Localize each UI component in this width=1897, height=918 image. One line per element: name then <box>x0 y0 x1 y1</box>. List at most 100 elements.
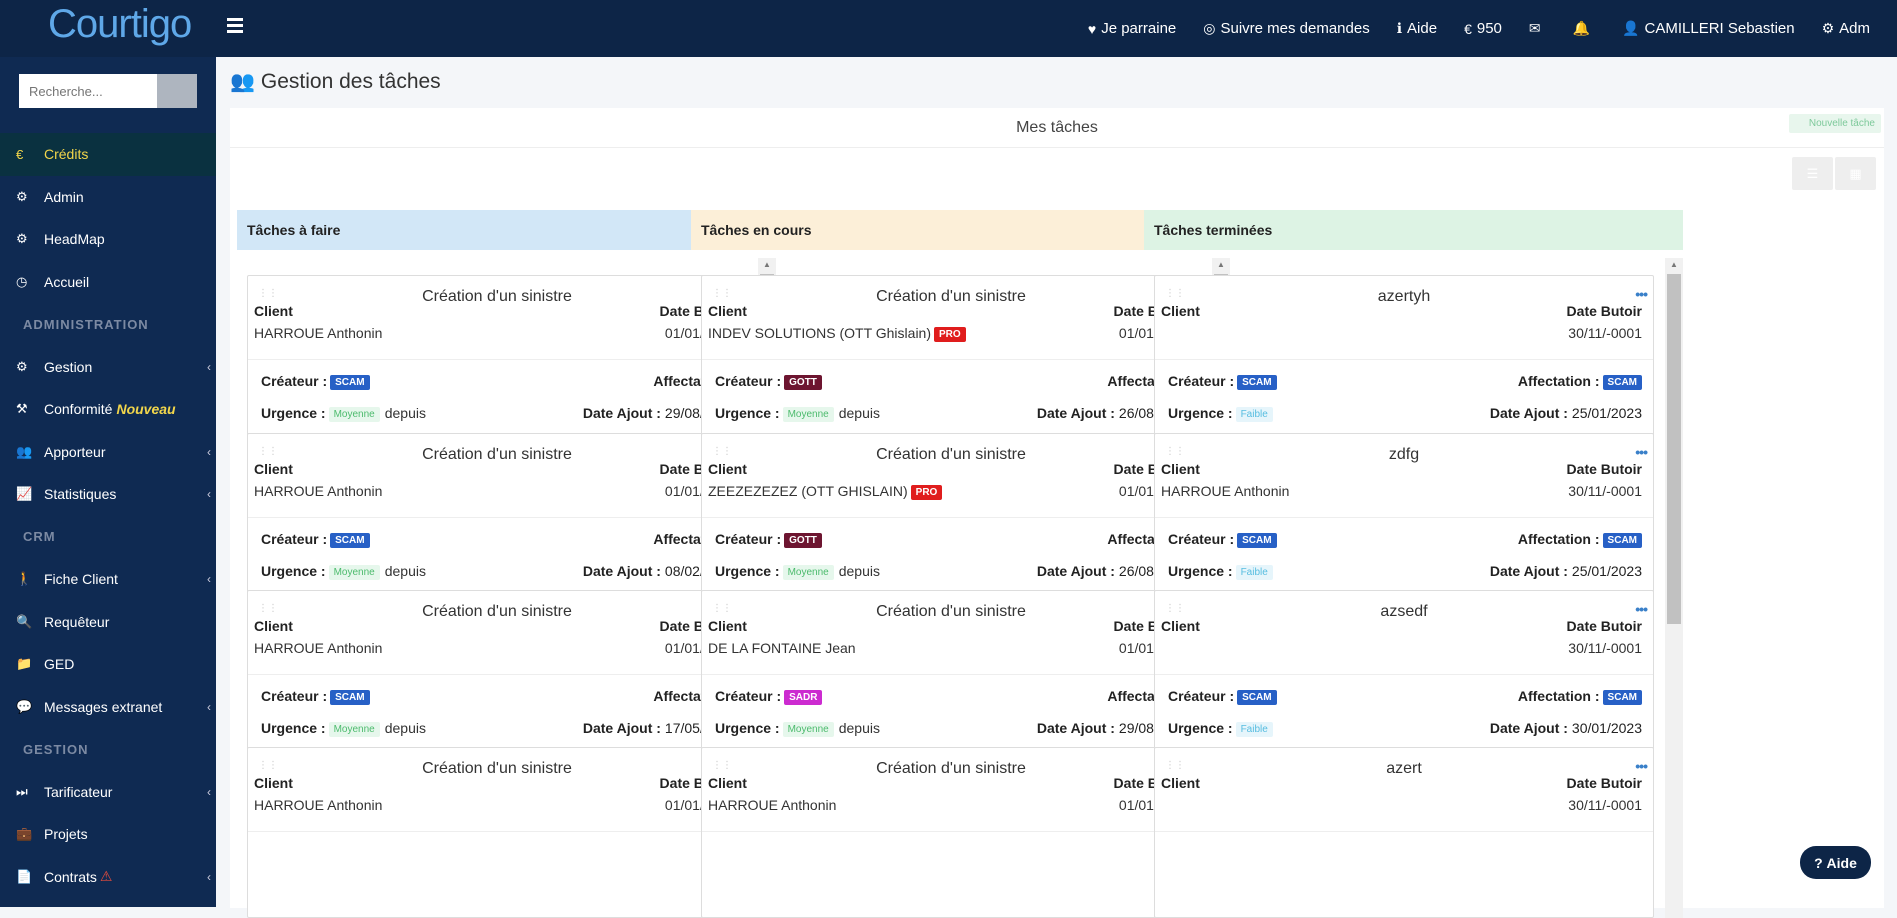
affectation-field: Affectation : SCAM <box>1518 688 1642 705</box>
topnav-item-bell[interactable]: 🔔 <box>1573 20 1595 37</box>
client-name-text: INDEV SOLUTIONS (OTT Ghislain) <box>708 325 932 341</box>
drag-handle-icon[interactable]: ⋮⋮ <box>712 603 732 614</box>
topnav-item-suivre-mes-demandes[interactable]: ◎ Suivre mes demandes <box>1203 20 1369 37</box>
topnav-item-envelope[interactable]: ✉ <box>1529 20 1546 37</box>
card-divider <box>702 831 1200 832</box>
card-divider <box>1155 517 1653 518</box>
grid-view-button[interactable]: ▦ <box>1835 157 1876 190</box>
client-name-text: HARROUE Anthonin <box>708 797 837 813</box>
task-card[interactable]: ⋮⋮ azertyh ••• Client Date Butoir 30/11/-0001… <box>1154 275 1654 446</box>
menu-toggle-icon[interactable] <box>227 18 243 36</box>
search-button[interactable] <box>157 74 197 108</box>
drag-handle-icon[interactable]: ⋮⋮ <box>1165 760 1185 771</box>
sidebar-item-projets[interactable]: 💼 Projets <box>0 813 216 856</box>
urgence-badge: Moyenne <box>328 564 380 580</box>
sidebar-item-apporteur[interactable]: 👥 Apporteur ‹ <box>0 431 216 474</box>
client-label: Client <box>708 461 747 477</box>
more-options-icon[interactable]: ••• <box>1635 601 1648 617</box>
gavel-icon: ⚒ <box>16 401 28 417</box>
sidebar-item-accueil[interactable]: ◷ Accueil <box>0 261 216 304</box>
drag-handle-icon[interactable]: ⋮⋮ <box>712 760 732 771</box>
client-label: Client <box>708 303 747 319</box>
app-logo[interactable]: Courtigo <box>48 2 192 46</box>
createur-field: Créateur : GOTT <box>715 531 822 548</box>
date-ajout-label: Date Ajout : <box>1489 405 1568 421</box>
client-name-text: HARROUE Anthonin <box>254 483 383 499</box>
urgence-label: Urgence : <box>715 720 780 736</box>
topnav-item-950[interactable]: €950 <box>1464 20 1502 37</box>
sidebar-item-ged[interactable]: 📁 GED <box>0 643 216 686</box>
createur-label: Créateur : <box>261 531 328 547</box>
more-options-icon[interactable]: ••• <box>1635 444 1648 460</box>
sidebar-item-admin[interactable]: ⚙ Admin <box>0 176 216 219</box>
column-scrollbar[interactable]: ▲ <box>1665 258 1683 918</box>
scroll-up-arrow-icon[interactable]: ▲ <box>1217 260 1225 269</box>
date-ajout-label: Date Ajout : <box>1036 405 1115 421</box>
task-name: zdfg <box>1388 446 1420 463</box>
list-view-button[interactable]: ☰ <box>1792 157 1833 190</box>
task-name: azert <box>1386 760 1422 777</box>
info-icon: ℹ <box>1396 20 1403 36</box>
task-card[interactable]: ⋮⋮ azsedf ••• Client Date Butoir 30/11/-0001 C… <box>1154 590 1654 761</box>
client-name: HARROUE Anthonin <box>254 640 382 656</box>
urgence-label: Urgence : <box>715 405 780 421</box>
sidebar-item-requeteur[interactable]: 🔍 Requêteur <box>0 601 216 644</box>
sidebar-item-messages-extranet[interactable]: 💬 Messages extranet ‹ <box>0 686 216 729</box>
card-divider <box>248 359 746 360</box>
drag-handle-icon[interactable]: ⋮⋮ <box>1165 603 1185 614</box>
drag-handle-icon[interactable]: ⋮⋮ <box>1165 446 1185 457</box>
scroll-up-arrow-icon[interactable]: ▲ <box>763 260 771 269</box>
date-butoir-value: 30/11/-0001 <box>1568 640 1642 656</box>
client-label: Client <box>254 461 293 477</box>
topnav-item-camilleri-sebastien[interactable]: 👤 CAMILLERI Sebastien <box>1622 20 1795 37</box>
sidebar-item-tarificateur[interactable]: ⏭ Tarificateur ‹ <box>0 771 216 814</box>
envelope-icon: ✉ <box>1528 20 1541 36</box>
createur-label: Créateur : <box>1168 373 1235 389</box>
sidebar-item-credits[interactable]: € Crédits <box>0 133 216 176</box>
card-title: Mes tâches <box>230 108 1884 148</box>
new-task-button[interactable]: Nouvelle tâche <box>1788 114 1881 133</box>
sidebar-item-conformite[interactable]: ⚒ Conformité Nouveau <box>0 388 216 431</box>
help-button[interactable]: ? Aide <box>1800 846 1871 879</box>
scrollbar-thumb[interactable] <box>1667 274 1681 624</box>
more-options-icon[interactable]: ••• <box>1635 758 1648 774</box>
client-label: Client <box>1161 618 1200 634</box>
topnav-item-adm[interactable]: ⚙ Adm <box>1822 20 1870 37</box>
scroll-up-arrow-icon[interactable]: ▲ <box>1670 260 1678 269</box>
topnav-item-je-parraine[interactable]: ♥ Je parraine <box>1088 20 1176 37</box>
drag-handle-icon[interactable]: ⋮⋮ <box>258 446 278 457</box>
drag-handle-icon[interactable]: ⋮⋮ <box>712 288 732 299</box>
sidebar-item-fiche-client[interactable]: 🚶 Fiche Client ‹ <box>0 558 216 601</box>
drag-handle-icon[interactable]: ⋮⋮ <box>712 446 732 457</box>
drag-handle-icon[interactable]: ⋮⋮ <box>258 288 278 299</box>
sidebar-item-gestion[interactable]: ⚙ Gestion ‹ <box>0 346 216 389</box>
task-card[interactable]: ⋮⋮ azert ••• Client Date Butoir 30/11/-0001 <box>1154 747 1654 918</box>
sidebar-item-contrats[interactable]: 📄 Contrats ⚠ ‹ <box>0 856 216 899</box>
chevron-left-icon: ‹ <box>207 487 211 502</box>
more-options-icon[interactable]: ••• <box>1635 286 1648 302</box>
lifebuoy-icon: ◎ <box>1203 20 1216 36</box>
page-scrollbar[interactable] <box>1887 57 1897 907</box>
drag-handle-icon[interactable]: ⋮⋮ <box>258 760 278 771</box>
sidebar-item-label: Messages extranet <box>44 698 163 715</box>
sidebar-item-statistiques[interactable]: 📈 Statistiques ‹ <box>0 473 216 516</box>
drag-handle-icon[interactable]: ⋮⋮ <box>258 603 278 614</box>
view-toggle: ☰ ▦ <box>1790 157 1876 190</box>
affectation-label: Affectation : <box>1517 531 1600 547</box>
sidebar-item-headmap[interactable]: ⚙ HeadMap <box>0 218 216 261</box>
drag-handle-icon[interactable]: ⋮⋮ <box>1165 288 1185 299</box>
task-card[interactable]: ⋮⋮ zdfg ••• Client Date Butoir HARROUE Anthon… <box>1154 433 1654 604</box>
urgence-field: Urgence : Moyenne depuis <box>715 720 880 737</box>
client-name: HARROUE Anthonin <box>254 797 382 813</box>
search-input[interactable] <box>19 74 157 108</box>
card-divider <box>702 359 1200 360</box>
topnav-item-aide[interactable]: ℹ Aide <box>1397 20 1437 37</box>
